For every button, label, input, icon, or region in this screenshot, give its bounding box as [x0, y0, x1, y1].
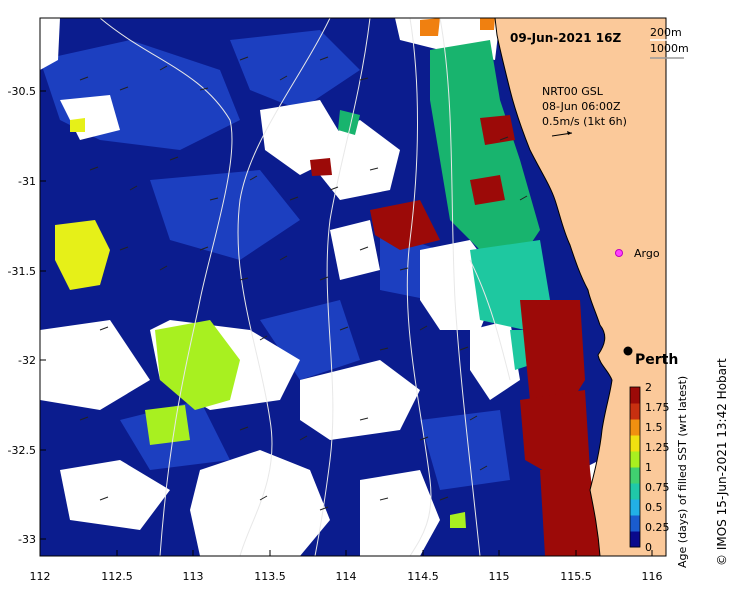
colorbar-segment [630, 403, 640, 420]
argo-marker-icon [615, 249, 623, 257]
depth-label-1000m: 1000m [650, 42, 689, 55]
x-tick-label: 116 [642, 570, 663, 583]
colorbar-segment [630, 435, 640, 452]
mid-recent-patches [55, 18, 620, 528]
y-tick-label: -33 [18, 533, 36, 546]
current-source: NRT00 GSL [542, 85, 604, 98]
current-scale: 0.5m/s (1kt 6h) [542, 115, 627, 128]
y-tick-label: -32.5 [8, 444, 36, 457]
y-axis: -30.5 -31 -31.5 -32 -32.5 -33 [8, 85, 46, 546]
colorbar-segment [630, 515, 640, 532]
x-tick-label: 113.5 [254, 570, 286, 583]
colorbar-tick: 0.5 [645, 501, 663, 514]
colorbar-segment [630, 419, 640, 436]
argo-marker: Argo [615, 247, 660, 260]
depth-legend: 200m 1000m [650, 26, 689, 59]
x-tick-label: 112 [30, 570, 51, 583]
colorbar-segment [630, 467, 640, 484]
depth-label-200m: 200m [650, 26, 682, 39]
bathymetry-contours [99, 18, 511, 556]
x-tick-label: 115.5 [560, 570, 592, 583]
colorbar-segment [630, 499, 640, 516]
map-plot-area [40, 18, 666, 556]
land-mass [494, 18, 666, 556]
colorbar-tick: 0 [645, 541, 652, 554]
colorbar-label: Age (days) of filled SST (wrt latest) [676, 376, 689, 568]
current-time: 08-Jun 06:00Z [542, 100, 621, 113]
current-legend: NRT00 GSL 08-Jun 06:00Z 0.5m/s (1kt 6h) [542, 85, 627, 137]
imos-credit: © IMOS 15-Jun-2021 13:42 Hobart [715, 358, 729, 566]
x-tick-label: 112.5 [101, 570, 133, 583]
colorbar-tick: 1.75 [645, 401, 670, 414]
colorbar-segment [630, 483, 640, 500]
colorbar-segment [630, 451, 640, 468]
y-tick-label: -32 [18, 354, 36, 367]
x-tick-label: 115 [489, 570, 510, 583]
colorbar-segment [630, 531, 640, 548]
colorbar-tick: 1.5 [645, 421, 663, 434]
y-tick-label: -31.5 [8, 265, 36, 278]
x-tick-label: 114.5 [407, 570, 439, 583]
colorbar-tick: 0.75 [645, 481, 670, 494]
y-tick-label: -31 [18, 175, 36, 188]
colorbar: 2 1.75 1.5 1.25 1 0.75 0.5 0.25 0 Age (d… [629, 376, 689, 568]
colorbar-tick: 1 [645, 461, 652, 474]
perth-label: Perth [635, 352, 678, 368]
plot-frame [39, 17, 667, 557]
current-vectors [79, 56, 528, 511]
colorbar-tick: 2 [645, 381, 652, 394]
colorbar-tick: 1.25 [645, 441, 670, 454]
argo-label: Argo [634, 247, 660, 260]
x-axis: 112 112.5 113 113.5 114 114.5 115 115.5 … [30, 550, 663, 583]
colorbar-tick: 0.25 [645, 521, 670, 534]
perth-marker: Perth [623, 346, 678, 368]
map-title: 09-Jun-2021 16Z [510, 31, 621, 45]
y-tick-label: -30.5 [8, 85, 36, 98]
colorbar-segment [630, 387, 640, 404]
city-dot-icon [623, 346, 633, 356]
x-tick-label: 113 [183, 570, 204, 583]
x-tick-label: 114 [336, 570, 357, 583]
